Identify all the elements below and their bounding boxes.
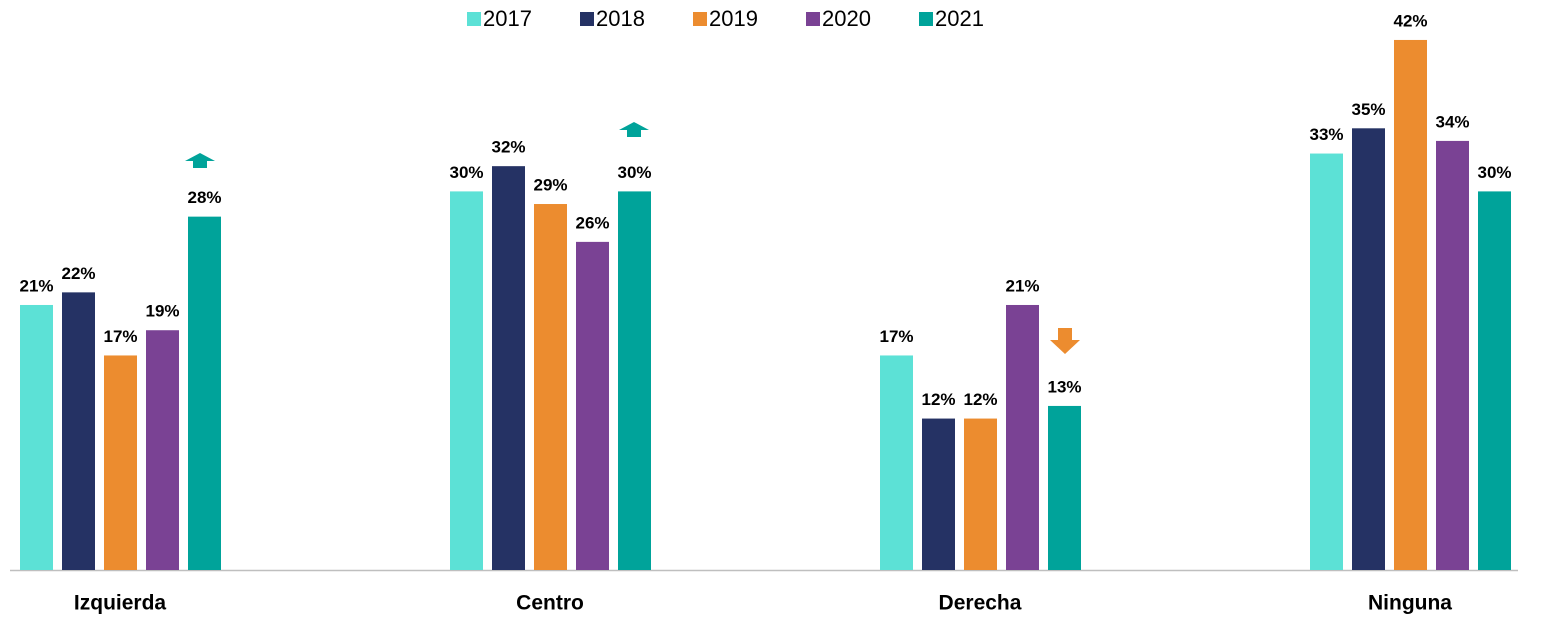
- up-arrow: [185, 153, 215, 168]
- legend-label: 2019: [709, 6, 758, 31]
- legend-swatch: [806, 12, 820, 26]
- value-label: 30%: [1477, 163, 1511, 182]
- down-arrow: [1050, 328, 1080, 354]
- bar: [1394, 39, 1427, 570]
- legend-label: 2020: [822, 6, 871, 31]
- value-label: 21%: [1005, 276, 1039, 295]
- value-label: 30%: [617, 163, 651, 182]
- value-label: 28%: [187, 188, 221, 207]
- legend-swatch: [467, 12, 481, 26]
- category-label: Ninguna: [1368, 592, 1452, 615]
- value-label: 12%: [963, 390, 997, 409]
- bar: [922, 418, 955, 570]
- legend-swatch: [693, 12, 707, 26]
- bar: [492, 166, 525, 570]
- legend-label: 2021: [935, 6, 984, 31]
- value-label: 33%: [1309, 125, 1343, 144]
- value-label: 35%: [1351, 100, 1385, 119]
- value-label: 13%: [1047, 377, 1081, 396]
- category-label: Centro: [516, 592, 584, 615]
- bar: [1048, 405, 1081, 570]
- value-label: 22%: [61, 264, 95, 283]
- category-label: Izquierda: [74, 592, 167, 615]
- up-arrow: [619, 122, 649, 137]
- bar: [20, 304, 53, 570]
- bar: [62, 292, 95, 570]
- bar: [146, 330, 179, 570]
- bar: [188, 216, 221, 570]
- value-label: 26%: [575, 213, 609, 232]
- value-label: 42%: [1393, 11, 1427, 30]
- bar: [576, 241, 609, 570]
- value-label: 12%: [921, 390, 955, 409]
- legend-label: 2018: [596, 6, 645, 31]
- value-label: 17%: [103, 327, 137, 346]
- legend-label: 2017: [483, 6, 532, 31]
- bar: [880, 355, 913, 570]
- bar: [1006, 304, 1039, 570]
- category-label: Derecha: [939, 592, 1022, 615]
- bar: [1436, 140, 1469, 571]
- bar: [534, 204, 567, 570]
- value-label: 19%: [145, 302, 179, 321]
- value-label: 17%: [879, 327, 913, 346]
- bar: [1478, 191, 1511, 570]
- value-label: 30%: [449, 163, 483, 182]
- value-label: 21%: [19, 276, 53, 295]
- bar: [1352, 128, 1385, 571]
- legend-swatch: [580, 12, 594, 26]
- bar: [104, 355, 137, 570]
- value-label: 32%: [491, 138, 525, 157]
- bar: [1310, 153, 1343, 571]
- legend-swatch: [919, 12, 933, 26]
- value-label: 29%: [533, 176, 567, 195]
- bar: [618, 191, 651, 570]
- value-label: 34%: [1435, 112, 1469, 131]
- bar: [964, 418, 997, 570]
- bar: [450, 191, 483, 570]
